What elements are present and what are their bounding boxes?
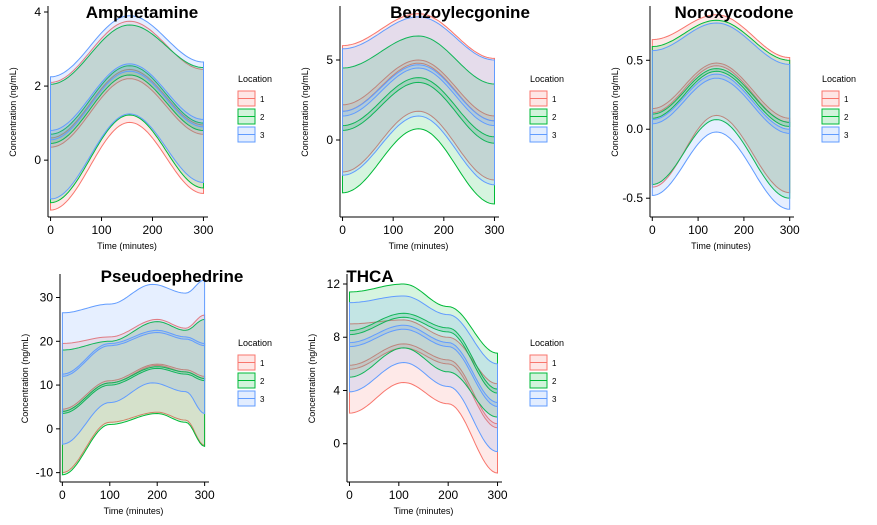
y-tick-label: 12 (327, 277, 341, 291)
legend-title: Location (238, 338, 272, 348)
x-tick-label: 100 (100, 488, 120, 502)
y-axis-label: Concentration (ng/mL) (307, 334, 317, 424)
legend: Location 1 2 3 (237, 74, 272, 143)
band-outer-series-3 (651, 22, 791, 210)
y-tick-label: -0.5 (622, 191, 643, 205)
x-tick-label: 300 (484, 223, 504, 237)
legend-label-2: 2 (260, 377, 265, 386)
band-outer-series-3 (342, 16, 495, 186)
y-tick-label: 0.0 (626, 122, 643, 136)
y-axis-label: Concentration (ng/mL) (8, 67, 18, 157)
chart-title: Benzoylecgonine (390, 3, 530, 22)
y-axis-label: Concentration (ng/mL) (20, 334, 30, 424)
legend-label-1: 1 (552, 359, 557, 368)
x-axis-label: Time (minutes) (394, 506, 454, 516)
legend-label-3: 3 (552, 131, 557, 140)
y-tick-label: 20 (40, 334, 54, 348)
chart-title: THCA (346, 267, 393, 286)
legend-label-2: 2 (552, 377, 557, 386)
band-outer-series-1 (349, 319, 498, 474)
x-tick-label: 100 (92, 223, 112, 237)
band-outer-series-3 (349, 295, 498, 453)
y-axis-label: Concentration (ng/mL) (610, 67, 620, 157)
x-tick-label: 100 (383, 223, 403, 237)
x-tick-label: 200 (438, 488, 458, 502)
y-tick-label: -10 (36, 466, 54, 480)
legend-label-1: 1 (552, 95, 557, 104)
legend: Location 1 2 3 (529, 74, 564, 143)
x-tick-label: 200 (147, 488, 167, 502)
legend: Location 1 2 3 (821, 74, 856, 143)
y-tick-label: 4 (333, 383, 340, 397)
band-outer-series-2 (342, 35, 495, 205)
x-tick-label: 300 (780, 223, 800, 237)
band-inner-series-3 (50, 63, 204, 141)
chart-panel-noroxycodone: 0 100 200 300 -0.5 0.0 0.5 Noroxycodone Time (mi… (610, 3, 856, 251)
band-outer-series-3 (61, 279, 206, 445)
x-tick-label: 0 (47, 223, 54, 237)
y-axis-label: Concentration (ng/mL) (300, 67, 310, 157)
legend: Location 1 2 3 (529, 338, 564, 407)
y-tick-label: 2 (34, 79, 41, 93)
legend-label-1: 1 (844, 95, 849, 104)
legend-label-1: 1 (260, 359, 265, 368)
chart-panel-pseudoephedrine: 0 100 200 300 -10 0 10 20 30 Pseudoephedrine Time … (20, 267, 272, 516)
y-tick-label: 0 (34, 153, 41, 167)
x-axis-label: Time (minutes) (691, 241, 751, 251)
legend-label-3: 3 (260, 131, 265, 140)
x-tick-label: 200 (434, 223, 454, 237)
legend-title: Location (822, 74, 856, 84)
x-tick-label: 200 (142, 223, 162, 237)
band-outer-series-3 (50, 15, 204, 200)
x-tick-label: 0 (339, 223, 346, 237)
x-tick-label: 0 (649, 223, 656, 237)
legend-label-2: 2 (260, 113, 265, 122)
y-tick-label: 0 (333, 437, 340, 451)
y-tick-label: 5 (326, 53, 333, 67)
chart-panel-benzoylecgonine: 0 100 200 300 0 5 Benzoylecgonine Time (minutes… (300, 3, 564, 251)
legend-label-3: 3 (260, 395, 265, 404)
band-outer-series-2 (61, 318, 206, 476)
legend-title: Location (530, 74, 564, 84)
legend: Location 1 2 3 (237, 338, 272, 407)
x-tick-label: 0 (346, 488, 353, 502)
legend-label-2: 2 (552, 113, 557, 122)
y-tick-label: 4 (34, 5, 41, 19)
legend-label-1: 1 (260, 95, 265, 104)
band-inner-series-3 (349, 324, 498, 408)
chart-panel-amphetamine: 0 100 200 300 0 2 4 Amphetamine Time (minutes) Co… (8, 3, 272, 251)
x-axis-label: Time (minutes) (389, 241, 449, 251)
chart-title: Noroxycodone (674, 3, 793, 22)
band-inner-series-3 (342, 64, 495, 127)
y-tick-label: 0 (46, 422, 53, 436)
x-tick-label: 100 (688, 223, 708, 237)
chart-title: Amphetamine (86, 3, 198, 22)
chart-title: Pseudoephedrine (101, 267, 244, 286)
x-tick-label: 300 (488, 488, 508, 502)
y-tick-label: 0.5 (626, 53, 643, 67)
band-inner-series-3 (61, 329, 206, 377)
x-axis-label: Time (minutes) (97, 241, 157, 251)
legend-label-3: 3 (552, 395, 557, 404)
x-tick-label: 100 (389, 488, 409, 502)
x-axis-label: Time (minutes) (104, 506, 164, 516)
legend-title: Location (530, 338, 564, 348)
legend-title: Location (238, 74, 272, 84)
x-tick-label: 300 (195, 488, 215, 502)
y-tick-label: 10 (40, 378, 54, 392)
x-tick-label: 0 (59, 488, 66, 502)
legend-label-3: 3 (844, 131, 849, 140)
x-tick-label: 200 (734, 223, 754, 237)
y-tick-label: 0 (326, 133, 333, 147)
x-tick-label: 300 (193, 223, 213, 237)
band-inner-series-3 (651, 73, 791, 134)
y-tick-label: 30 (40, 291, 54, 305)
legend-label-2: 2 (844, 113, 849, 122)
y-tick-label: 8 (333, 330, 340, 344)
